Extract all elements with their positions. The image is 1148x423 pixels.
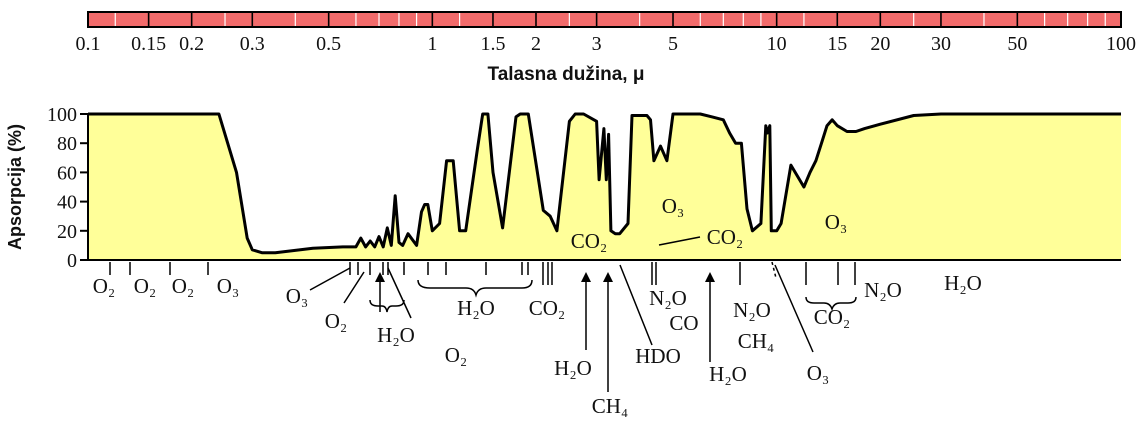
molecule-label: H₂O: [944, 271, 982, 295]
molecule-label: CO₂: [571, 229, 608, 253]
x-tick-label: 0.3: [240, 33, 265, 55]
y-tick-labels: 0 20 40 60 80 100: [47, 104, 88, 272]
y-tick-label: 0: [67, 250, 77, 272]
molecule-label: H₂O: [554, 356, 592, 380]
y-tick-label: 60: [57, 162, 77, 184]
molecule-label: CH₄: [738, 329, 775, 353]
molecule-label: O₃: [217, 274, 240, 298]
molecule-label: O₂: [445, 343, 468, 367]
molecule-label: O₃: [825, 210, 848, 234]
molecule-label: O₃: [286, 284, 309, 308]
x-tick-labels: 0.1 0.15 0.2 0.3 0.5 1 1.5 2 3 5 10 15 20 30 50 100: [76, 33, 1137, 55]
molecule-label: CO: [669, 311, 698, 335]
molecule-label: O₂: [93, 274, 116, 298]
x-tick-label: 100: [1106, 33, 1136, 55]
molecule-label: H₂O: [457, 296, 495, 320]
x-tick-label: 30: [931, 33, 951, 55]
annotation-line: [619, 264, 653, 346]
annotation-line: [658, 236, 701, 246]
annotation-line: [343, 271, 365, 304]
molecule-label: CH₄: [592, 394, 629, 418]
x-tick-label: 0.1: [76, 33, 101, 55]
x-tick-label: 5: [668, 33, 678, 55]
annotation-brace: [805, 296, 857, 312]
x-tick-label: 3: [592, 33, 602, 55]
x-axis-label: Talasna dužina, μ: [488, 64, 645, 85]
wavelength-scale-bar: [87, 11, 1122, 28]
molecule-label: CO₂: [529, 296, 566, 320]
molecule-label: N₂O: [733, 298, 771, 322]
annotation-dashed-line: [771, 261, 777, 279]
x-tick-label: 0.15: [131, 33, 166, 55]
annotation-arrowhead: [603, 272, 613, 282]
molecule-label: O₂: [325, 309, 348, 333]
annotation-arrowhead: [581, 272, 591, 282]
molecule-label: N₂O: [649, 286, 687, 310]
annotation-arrowhead: [705, 272, 715, 282]
x-tick-label: 2: [531, 33, 541, 55]
x-tick-label: 0.5: [316, 33, 341, 55]
y-tick-label: 40: [57, 192, 77, 214]
molecule-label: H₂O: [709, 362, 747, 386]
y-axis-label: Apsorpcija (%): [5, 124, 25, 250]
absorption-curve: [88, 112, 1121, 255]
molecule-label: CO₂: [707, 225, 744, 249]
annotation-arrowhead: [375, 272, 385, 282]
molecule-label: N₂O: [864, 278, 902, 302]
scale-bar-ticks: [87, 12, 1122, 27]
y-tick-label: 20: [57, 221, 77, 243]
x-tick-label: 1.5: [480, 33, 505, 55]
y-tick-label: 80: [57, 133, 77, 155]
annotation-line: [387, 267, 412, 319]
x-tick-label: 0.2: [179, 33, 204, 55]
molecule-label: O₂: [172, 274, 195, 298]
molecule-label: HDO: [635, 344, 681, 368]
y-tick-label: 100: [47, 104, 77, 126]
absorption-area: [88, 114, 1121, 260]
molecule-label: O₃: [662, 194, 685, 218]
scale-bar-frame: [87, 11, 1122, 28]
molecule-label: O₃: [807, 361, 830, 385]
molecule-label: H₂O: [377, 323, 415, 347]
plot-area: 0 20 40 60 80 100: [47, 104, 1121, 272]
x-tick-label: 1: [427, 33, 437, 55]
annotation-brace: [417, 279, 533, 298]
molecule-label: O₂: [134, 274, 157, 298]
annotation-line: [309, 267, 351, 291]
annotation-brace: [369, 299, 405, 313]
x-tick-label: 10: [767, 33, 787, 55]
x-tick-label: 50: [1007, 33, 1027, 55]
x-tick-label: 20: [870, 33, 890, 55]
annotation-line: [774, 264, 814, 353]
x-tick-label: 15: [827, 33, 847, 55]
